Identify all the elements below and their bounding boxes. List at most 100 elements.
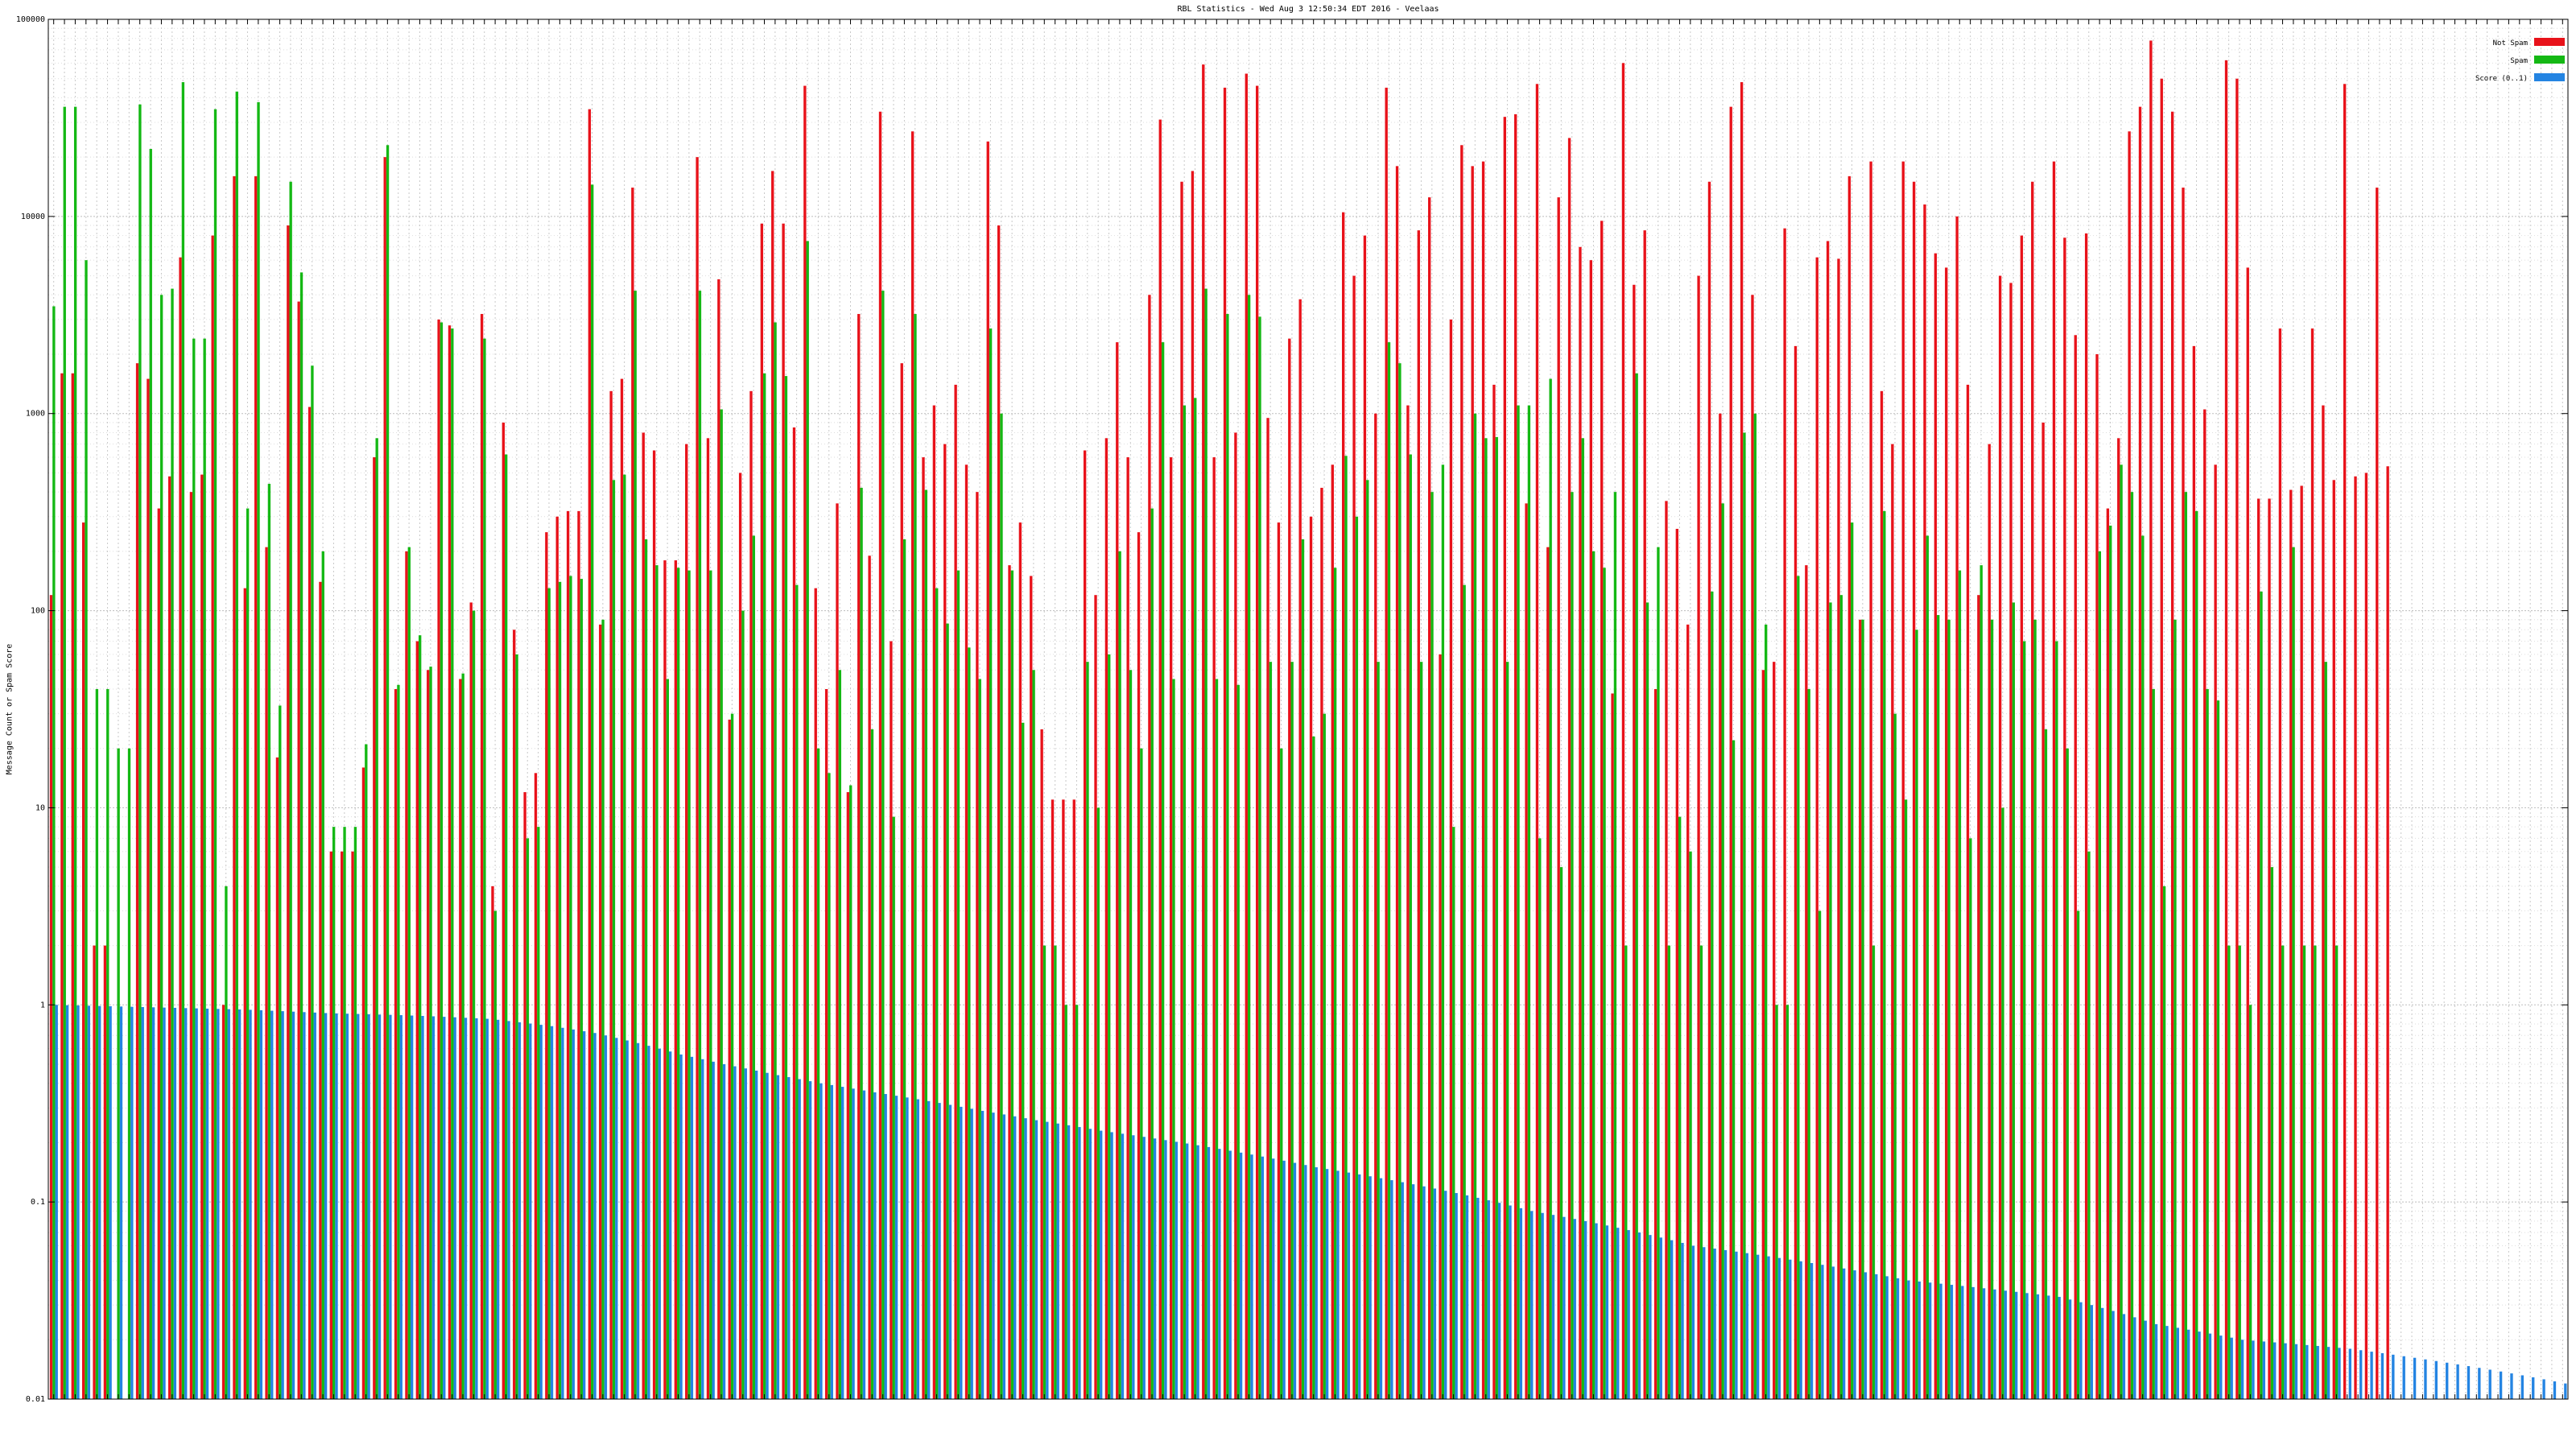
bar-not-spam xyxy=(1945,267,1948,1400)
bar-not-spam xyxy=(1298,299,1302,1399)
bar-not-spam xyxy=(792,427,796,1399)
bar-spam xyxy=(666,679,669,1399)
bar-spam xyxy=(806,241,809,1400)
bar-spam xyxy=(1377,662,1380,1399)
bar-score-0-1 xyxy=(992,1113,995,1399)
bar-not-spam xyxy=(943,444,947,1400)
bar-score-0-1 xyxy=(2520,1375,2524,1399)
bar-spam xyxy=(1409,454,1412,1400)
bar-spam xyxy=(1086,662,1089,1399)
bar-not-spam xyxy=(674,560,678,1399)
bar-score-0-1 xyxy=(1875,1274,1878,1399)
bar-spam xyxy=(1667,945,1670,1399)
bar-not-spam xyxy=(782,223,785,1400)
bar-not-spam xyxy=(2063,237,2066,1399)
bar-score-0-1 xyxy=(249,1009,252,1399)
bar-spam xyxy=(1979,565,1983,1400)
bar-not-spam xyxy=(1794,345,1798,1400)
bar-not-spam xyxy=(2106,508,2110,1399)
bar-not-spam xyxy=(2246,267,2249,1400)
bar-not-spam xyxy=(824,689,828,1399)
bar-not-spam xyxy=(2268,498,2271,1400)
bar-not-spam xyxy=(1471,166,1474,1400)
bar-score-0-1 xyxy=(1993,1289,1996,1399)
bar-score-0-1 xyxy=(615,1038,618,1399)
bar-score-0-1 xyxy=(1595,1223,1598,1399)
bar-score-0-1 xyxy=(550,1026,554,1399)
bar-not-spam xyxy=(243,588,246,1399)
bar-not-spam xyxy=(1912,181,1916,1399)
bar-not-spam xyxy=(1180,181,1183,1399)
bar-score-0-1 xyxy=(582,1031,586,1399)
bar-score-0-1 xyxy=(1853,1270,1856,1399)
bar-not-spam xyxy=(265,547,268,1399)
bar-score-0-1 xyxy=(1487,1200,1490,1399)
bar-not-spam xyxy=(415,641,419,1399)
y-tick-label: 1000 xyxy=(26,410,45,419)
bar-spam xyxy=(580,579,583,1399)
bar-not-spam xyxy=(2386,466,2389,1400)
bar-score-0-1 xyxy=(679,1054,683,1399)
bar-score-0-1 xyxy=(345,1013,349,1399)
legend-swatch xyxy=(2534,73,2565,81)
bar-spam xyxy=(816,748,820,1399)
bar-score-0-1 xyxy=(1670,1240,1674,1399)
bar-not-spam xyxy=(1255,85,1259,1399)
bar-not-spam xyxy=(1859,619,1862,1399)
bar-score-0-1 xyxy=(1573,1219,1576,1399)
bar-not-spam xyxy=(1567,138,1571,1399)
bar-spam xyxy=(1829,602,1832,1399)
bar-not-spam xyxy=(1977,595,1980,1399)
bar-spam xyxy=(849,785,852,1399)
bar-score-0-1 xyxy=(2058,1297,2061,1399)
bar-score-0-1 xyxy=(2532,1377,2535,1399)
bar-score-0-1 xyxy=(1530,1211,1534,1399)
bar-spam xyxy=(1915,630,1918,1399)
bar-spam xyxy=(2162,886,2166,1399)
bar-not-spam xyxy=(1901,161,1905,1400)
bar-not-spam xyxy=(2256,498,2260,1400)
bar-not-spam xyxy=(836,503,839,1399)
bar-not-spam xyxy=(373,457,376,1399)
bar-spam xyxy=(1753,413,1757,1399)
bar-score-0-1 xyxy=(561,1027,564,1399)
bar-spam xyxy=(623,474,626,1399)
bar-not-spam xyxy=(179,257,182,1399)
bar-spam xyxy=(1022,722,1025,1399)
bar-not-spam xyxy=(2235,78,2239,1399)
bar-spam xyxy=(1430,492,1434,1399)
bar-not-spam xyxy=(1040,729,1043,1399)
bar-score-0-1 xyxy=(2553,1381,2557,1399)
bar-spam xyxy=(429,667,432,1399)
bar-not-spam xyxy=(932,405,936,1399)
bar-spam xyxy=(419,635,422,1399)
bar-not-spam xyxy=(502,422,506,1399)
bar-spam xyxy=(1990,619,1994,1399)
bar-score-0-1 xyxy=(496,1019,500,1399)
bar-score-0-1 xyxy=(163,1007,166,1399)
bar-score-0-1 xyxy=(2262,1341,2265,1399)
bar-score-0-1 xyxy=(2456,1364,2459,1399)
bar-score-0-1 xyxy=(1046,1121,1049,1399)
bar-score-0-1 xyxy=(1100,1130,1103,1399)
bar-spam xyxy=(2033,619,2037,1399)
bar-spam xyxy=(968,647,971,1399)
bar-not-spam xyxy=(1653,689,1657,1399)
bar-spam xyxy=(1032,670,1035,1399)
bar-not-spam xyxy=(1891,444,1894,1400)
bar-score-0-1 xyxy=(2240,1340,2244,1399)
bar-not-spam xyxy=(857,314,861,1400)
bar-spam xyxy=(1484,438,1488,1400)
bar-spam xyxy=(289,181,292,1399)
bar-score-0-1 xyxy=(1605,1225,1609,1399)
chart-title: RBL Statistics - Wed Aug 3 12:50:34 EDT … xyxy=(1177,5,1439,14)
bar-score-0-1 xyxy=(2252,1340,2255,1399)
bar-spam xyxy=(2270,867,2274,1399)
bar-spam xyxy=(924,489,928,1400)
bar-not-spam xyxy=(1266,418,1269,1399)
bar-score-0-1 xyxy=(2047,1295,2050,1399)
bar-spam xyxy=(1183,405,1187,1399)
bar-spam xyxy=(1581,438,1584,1400)
bar-score-0-1 xyxy=(291,1011,295,1399)
bar-not-spam xyxy=(1729,106,1732,1400)
